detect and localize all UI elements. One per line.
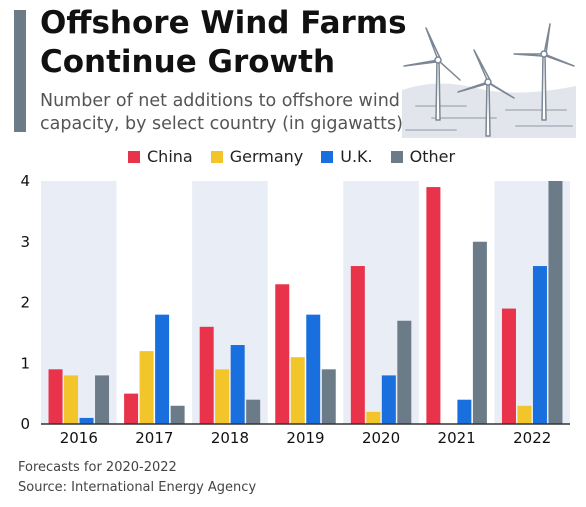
x-tick-label: 2017 (135, 429, 173, 447)
bar-chart: 0 1 2 3 4 2016 2017 2018 2019 2020 2021 2022 (20, 172, 570, 447)
x-tick-label: 2022 (513, 429, 551, 447)
x-tick-label: 2018 (211, 429, 249, 447)
x-tick-label: 2020 (362, 429, 400, 447)
accent-bar (14, 10, 26, 132)
chart-subtitle: Number of net additions to offshore wind… (40, 90, 403, 136)
legend-label-germany: Germany (229, 147, 304, 166)
bar (306, 314, 321, 424)
footnotes: Forecasts for 2020-2022 Source: Internat… (18, 458, 256, 498)
bar (139, 351, 154, 424)
wind-turbines-icon (402, 23, 576, 138)
forecast-note: Forecasts for 2020-2022 (18, 460, 177, 475)
legend-label-uk: U.K. (340, 147, 373, 166)
bar (64, 375, 79, 424)
bar (155, 314, 170, 424)
bar (124, 393, 139, 424)
legend-item-uk: U.K. (321, 147, 373, 166)
legend-label-china: China (147, 147, 193, 166)
legend-swatch-germany (210, 150, 223, 163)
bar (290, 357, 305, 424)
bar (517, 405, 532, 424)
legend-item-other: Other (390, 147, 456, 166)
bar (381, 375, 396, 424)
y-tick-label: 1 (20, 354, 30, 372)
legend-label-other: Other (409, 147, 456, 166)
chart-legend: China Germany U.K. Other (128, 147, 455, 166)
bar (397, 320, 412, 424)
legend-item-germany: Germany (210, 147, 304, 166)
bar (532, 266, 547, 424)
bar (501, 308, 516, 424)
legend-item-china: China (128, 147, 193, 166)
bar (548, 181, 563, 424)
legend-swatch-uk (321, 150, 334, 163)
bar (246, 399, 261, 424)
bar (79, 417, 94, 424)
title-line-1: Offshore Wind Farms (40, 5, 407, 41)
y-tick-label: 3 (20, 233, 30, 251)
legend-swatch-china (128, 150, 140, 163)
subtitle-line-1: Number of net additions to offshore wind (40, 91, 400, 111)
bar (275, 284, 290, 424)
bar (215, 369, 230, 424)
bar (366, 411, 381, 424)
chart-title: Offshore Wind Farms Continue Growth (40, 4, 407, 82)
y-tick-label: 0 (20, 415, 30, 433)
legend-swatch-other (390, 150, 403, 163)
bar (170, 405, 185, 424)
bar (472, 241, 487, 424)
bar (95, 375, 110, 424)
bar (350, 266, 365, 424)
bar (48, 369, 63, 424)
title-line-2: Continue Growth (40, 44, 336, 80)
source-note: Source: International Energy Agency (18, 480, 257, 495)
bar (426, 187, 441, 424)
x-tick-label: 2019 (286, 429, 324, 447)
bar (457, 399, 472, 424)
bar (321, 369, 336, 424)
bar (199, 326, 214, 424)
bar (230, 345, 245, 424)
y-tick-label: 2 (20, 294, 30, 312)
y-tick-label: 4 (20, 172, 30, 190)
x-tick-label: 2021 (438, 429, 476, 447)
x-tick-label: 2016 (60, 429, 98, 447)
subtitle-line-2: capacity, by select country (in gigawatt… (40, 114, 403, 134)
